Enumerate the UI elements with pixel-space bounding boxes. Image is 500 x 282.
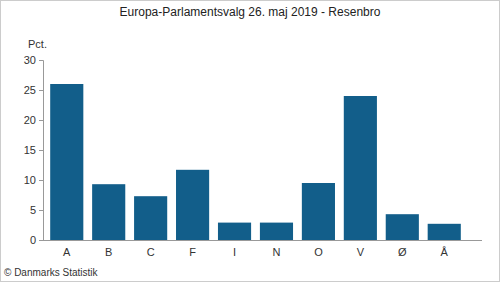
bar	[134, 196, 167, 240]
y-tick-mark	[39, 60, 43, 61]
x-tick-label: Ø	[398, 246, 407, 258]
bar	[302, 183, 335, 240]
y-tick-mark	[39, 120, 43, 121]
y-tick: 25	[24, 84, 43, 96]
x-tick: Ø	[398, 240, 407, 258]
x-tick: C	[147, 240, 155, 258]
y-tick: 20	[24, 114, 43, 126]
x-tick-label: F	[189, 246, 196, 258]
y-tick-label: 15	[24, 144, 36, 156]
y-tick: 15	[24, 144, 43, 156]
y-tick-mark	[39, 90, 43, 91]
x-tick: O	[314, 240, 323, 258]
x-tick-label: N	[272, 246, 280, 258]
bar	[218, 223, 251, 240]
bar	[50, 84, 83, 240]
y-axis: 0 5 10 15 20 25 30	[24, 54, 44, 246]
y-tick-mark	[39, 240, 43, 241]
y-tick: 30	[24, 54, 43, 66]
y-tick-label: 0	[30, 234, 36, 246]
x-tick-label: O	[314, 246, 323, 258]
annotations: © Danmarks Statistik	[4, 267, 99, 278]
y-tick-mark	[39, 180, 43, 181]
y-tick-label: 25	[24, 84, 36, 96]
x-tick: I	[233, 240, 236, 258]
x-axis-line	[43, 240, 482, 241]
chart: 0 5 10 15 20 25 30 A B C F I N O V Ø Å Europa-Parlamentsv…	[0, 0, 500, 282]
x-tick: B	[105, 240, 112, 258]
x-tick: Å	[441, 240, 449, 258]
y-tick-label: 20	[24, 114, 36, 126]
x-axis: ABCFINOVØÅ	[43, 240, 482, 258]
y-tick-label: 5	[30, 204, 36, 216]
x-tick-label: B	[105, 246, 112, 258]
bar	[176, 170, 209, 240]
y-tick-mark	[39, 210, 43, 211]
title: Europa-Parlamentsvalg 26. maj 2019 - Res…	[120, 5, 381, 19]
y-tick-label: 10	[24, 174, 36, 186]
bar	[260, 223, 293, 240]
y-tick-label: 30	[24, 54, 36, 66]
y-axis-line	[39, 61, 44, 241]
y-tick: 0	[30, 234, 43, 246]
x-tick: A	[63, 240, 71, 258]
x-tick-label: Å	[441, 246, 449, 258]
bar	[428, 224, 461, 240]
y-tick-mark	[39, 150, 43, 151]
x-tick: F	[189, 240, 196, 258]
x-tick-label: V	[357, 246, 365, 258]
x-tick-label: A	[63, 246, 71, 258]
frame	[1, 1, 500, 282]
y-label: Pct.	[28, 38, 47, 50]
y-tick: 5	[30, 204, 43, 216]
bar	[344, 96, 377, 240]
x-tick-label: I	[233, 246, 236, 258]
bar	[92, 184, 125, 240]
annotation: © Danmarks Statistik	[4, 267, 99, 278]
x-tick: N	[272, 240, 280, 258]
y-tick: 10	[24, 174, 43, 186]
x-tick-label: C	[147, 246, 155, 258]
bars	[50, 84, 461, 240]
x-tick: V	[357, 240, 365, 258]
bar	[386, 214, 419, 240]
